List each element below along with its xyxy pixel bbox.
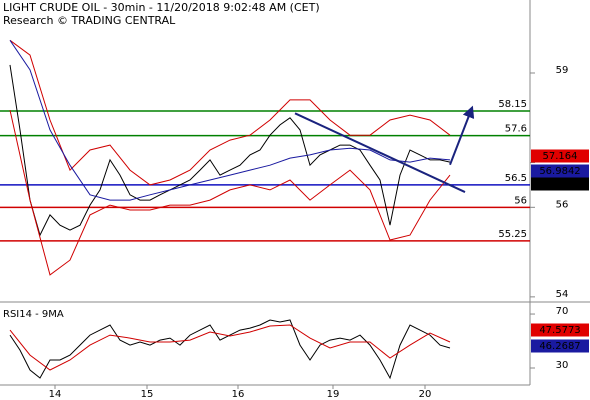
x-tick-label: 16: [232, 389, 245, 400]
level-label: 57.6: [505, 124, 527, 135]
price-box-label: 57.164: [543, 151, 578, 162]
series-line: [9, 109, 451, 276]
x-tick-label: 20: [419, 389, 432, 400]
trend-line: [294, 112, 466, 193]
x-tick-label: 19: [327, 389, 340, 400]
price-box-label: 47.5773: [539, 325, 580, 336]
series-line: [9, 319, 451, 380]
series-line: [9, 324, 451, 371]
level-label: 55.25: [498, 229, 527, 240]
x-tick-label: 14: [49, 389, 62, 400]
level-label: 56.5: [505, 173, 527, 184]
series-line: [9, 39, 451, 186]
chart-subtitle: Research © TRADING CENTRAL: [3, 14, 176, 27]
level-label: 56: [514, 195, 527, 206]
y-tick-label: 56: [556, 199, 569, 210]
y-tick-label: 54: [556, 289, 569, 300]
x-tick-label: 15: [141, 389, 154, 400]
level-label: 58.15: [498, 99, 527, 110]
price-box-label: 56.97: [546, 179, 575, 190]
series-line: [9, 64, 451, 237]
price-box-label: 46.2687: [539, 341, 580, 352]
y-tick-label: 30: [556, 360, 569, 371]
y-tick-label: 70: [556, 306, 569, 317]
price-box: [531, 164, 589, 178]
price-box: [531, 177, 589, 191]
price-box: [531, 339, 589, 353]
arrow: [449, 105, 475, 166]
chart-title: LIGHT CRUDE OIL - 30min - 11/20/2018 9:0…: [3, 1, 320, 14]
price-box: [531, 149, 589, 163]
price-box-label: 56.9842: [539, 166, 580, 177]
y-tick-label: 59: [556, 65, 569, 76]
series-line: [9, 40, 451, 201]
price-box: [531, 323, 589, 337]
rsi-title: RSI14 - 9MA: [3, 309, 64, 320]
